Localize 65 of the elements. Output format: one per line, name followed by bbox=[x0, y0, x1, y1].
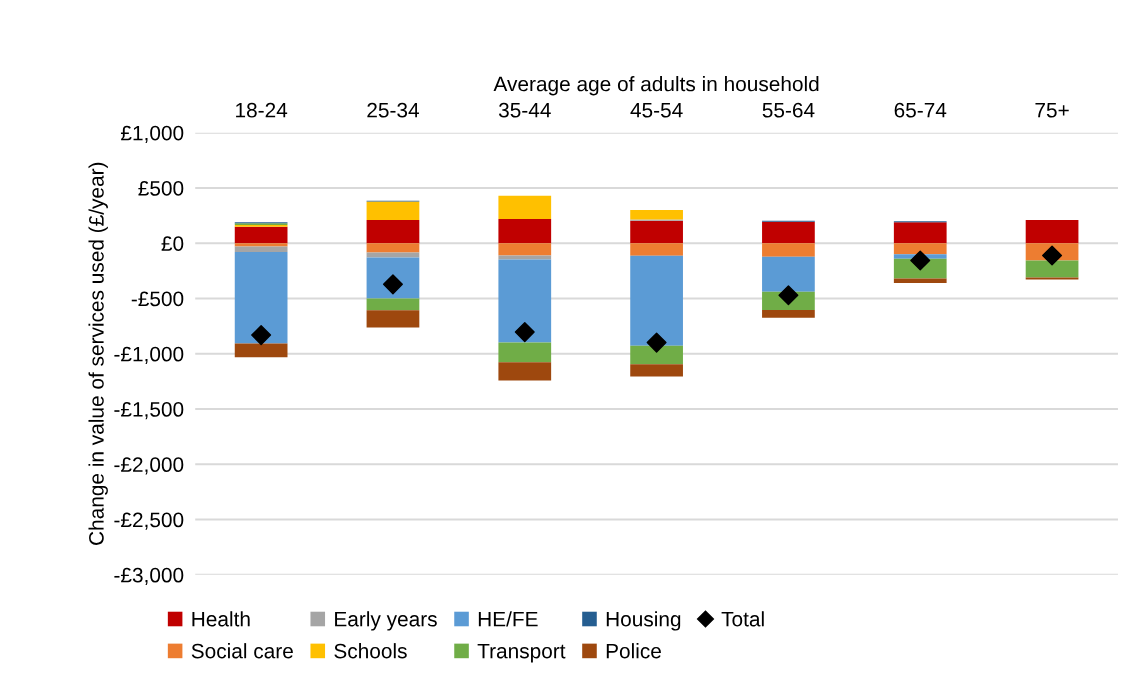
legend-label: Early years bbox=[335, 611, 437, 631]
bar bbox=[630, 364, 683, 377]
x-tick-label: 25-34 bbox=[367, 102, 419, 118]
point bbox=[646, 332, 667, 353]
bar bbox=[498, 243, 552, 256]
y-tick-label: -£1,500 bbox=[114, 402, 184, 420]
bar bbox=[762, 243, 815, 257]
bar bbox=[762, 256, 815, 292]
x-tick-label: 18-24 bbox=[236, 102, 288, 118]
y-tick-label: -£2,500 bbox=[114, 512, 184, 530]
bar bbox=[366, 252, 420, 258]
bar bbox=[893, 222, 947, 244]
legend-label: Total bbox=[721, 611, 764, 627]
legend-label: Health bbox=[192, 611, 250, 627]
bar bbox=[1025, 260, 1079, 278]
point bbox=[910, 250, 931, 271]
legend-label: Social care bbox=[191, 643, 293, 659]
bar bbox=[893, 278, 947, 284]
bar bbox=[366, 257, 420, 299]
bar bbox=[630, 255, 683, 346]
bar bbox=[498, 342, 552, 363]
y-tick-label: £1,000 bbox=[120, 125, 184, 143]
bar bbox=[1025, 220, 1079, 244]
bar bbox=[630, 220, 683, 244]
bar bbox=[498, 259, 552, 343]
x-axis-title: Average age of adults in household bbox=[493, 76, 819, 96]
bar bbox=[630, 345, 683, 365]
y-tick-label: £500 bbox=[138, 181, 184, 196]
bar bbox=[893, 243, 947, 255]
point bbox=[778, 285, 799, 306]
bar bbox=[630, 210, 683, 220]
bar bbox=[366, 220, 420, 244]
bar bbox=[498, 362, 552, 381]
x-tick-label: 55-64 bbox=[762, 102, 815, 118]
bar bbox=[366, 201, 420, 221]
x-tick-label: 45-54 bbox=[630, 102, 683, 118]
bar bbox=[762, 309, 815, 318]
bar bbox=[234, 243, 288, 247]
legend-label: Transport bbox=[477, 643, 566, 663]
bar bbox=[234, 252, 288, 344]
bar bbox=[234, 343, 288, 358]
x-tick-label: 75+ bbox=[1035, 102, 1069, 118]
bar bbox=[366, 310, 420, 328]
y-axis-title: Change in value of services used (£/year) bbox=[88, 162, 108, 545]
legend-label: Schools bbox=[334, 643, 407, 659]
x-tick-label: 65-74 bbox=[894, 102, 947, 118]
y-tick-label: -£2,000 bbox=[114, 457, 184, 475]
legend-label: Housing bbox=[606, 611, 681, 631]
bar bbox=[630, 243, 683, 256]
y-tick-label: £0 bbox=[161, 236, 184, 251]
bar bbox=[366, 298, 420, 311]
y-tick-label: -£500 bbox=[131, 291, 184, 307]
y-tick-label: -£3,000 bbox=[114, 567, 184, 585]
bar bbox=[234, 226, 288, 244]
point bbox=[514, 322, 535, 343]
legend-label: HE/FE bbox=[478, 611, 538, 627]
point bbox=[1042, 245, 1063, 266]
legend-label: Police bbox=[606, 643, 661, 659]
bar bbox=[366, 243, 420, 253]
y-tick-label: -£1,000 bbox=[114, 346, 184, 364]
x-tick-label: 35-44 bbox=[498, 102, 551, 118]
point bbox=[251, 325, 272, 346]
bar bbox=[762, 221, 815, 244]
bar bbox=[498, 219, 552, 244]
bar bbox=[498, 195, 552, 220]
